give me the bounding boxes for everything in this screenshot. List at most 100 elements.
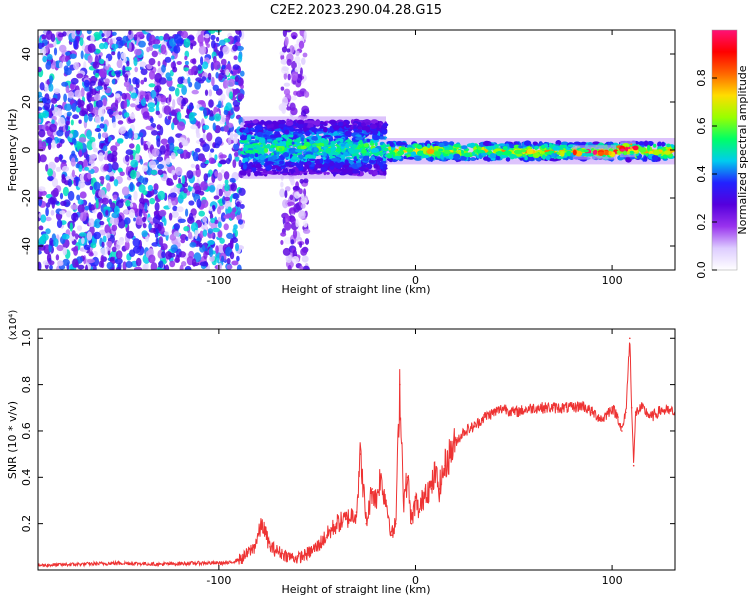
heatmap-cell: [379, 162, 384, 167]
heatmap-cell: [293, 134, 298, 139]
heatmap-cell: [132, 238, 141, 247]
heatmap-cell: [109, 175, 115, 182]
heatmap-cell: [124, 217, 131, 225]
heatmap-cell: [95, 99, 103, 108]
heatmap-cell: [314, 153, 318, 157]
heatmap-cell: [108, 198, 113, 205]
heatmap-cell: [210, 148, 215, 153]
heatmap-cell: [56, 244, 64, 252]
heatmap-cell: [266, 170, 274, 175]
heatmap-cell: [370, 140, 374, 144]
heatmap-cell: [379, 151, 383, 157]
heatmap-cell: [199, 106, 205, 111]
heatmap-cell: [149, 117, 154, 124]
heatmap-cell: [57, 260, 64, 267]
heatmap-cell: [173, 231, 180, 237]
heatmap-cell: [176, 148, 184, 154]
heatmap-cell: [198, 45, 207, 55]
heatmap-cell: [285, 186, 291, 192]
snr-series: [38, 337, 675, 569]
heatmap-cell: [121, 92, 127, 100]
heatmap-cell: [208, 116, 215, 121]
heatmap-cell: [300, 137, 305, 142]
heatmap-cell: [169, 69, 174, 77]
heatmap-cell: [115, 114, 122, 120]
heatmap-cell: [282, 172, 288, 176]
heatmap-cell: [62, 258, 70, 266]
heatmap-cell: [314, 158, 322, 165]
snr-line: [38, 342, 675, 569]
heatmap-cell: [639, 147, 647, 153]
heatmap-cell: [92, 264, 97, 270]
heatmap-cell: [188, 231, 193, 240]
heatmap-cell: [122, 261, 127, 270]
heatmap-cell: [111, 51, 116, 56]
heatmap-cell: [103, 163, 110, 171]
heatmap-cell: [280, 181, 284, 188]
heatmap-cell: [231, 260, 239, 266]
heatmap-cell: [154, 232, 159, 238]
heatmap-cell: [119, 198, 124, 203]
heatmap-cell: [56, 143, 61, 149]
heatmap-cell: [185, 236, 189, 241]
heatmap-cell: [217, 206, 222, 215]
heatmap-cell: [128, 208, 135, 219]
heatmap-cell: [51, 97, 58, 104]
heatmap-cell: [202, 229, 208, 237]
heatmap-cell: [256, 131, 263, 137]
heatmap-cell: [117, 262, 122, 270]
heatmap-cell: [183, 226, 190, 232]
heatmap-cell: [361, 148, 367, 155]
heatmap-cell: [509, 153, 516, 160]
heatmap-cell: [400, 142, 407, 146]
heatmap-cell: [207, 72, 212, 81]
heatmap-cell: [45, 228, 51, 235]
heatmap-cell: [39, 47, 47, 56]
snr-frame: [37, 328, 676, 571]
heatmap-cell: [141, 165, 149, 172]
heatmap-cell: [150, 169, 158, 176]
heatmap-cell: [53, 88, 61, 94]
heatmap-cell: [168, 212, 173, 221]
heatmap-cell: [340, 154, 346, 160]
heatmap-cell: [426, 148, 435, 154]
heatmap-cell: [71, 230, 76, 237]
snr-point: [444, 464, 446, 467]
heatmap-cell: [359, 139, 363, 145]
heatmap-cell: [210, 217, 216, 224]
heatmap-cell: [291, 60, 297, 70]
heatmap-cell: [229, 240, 234, 249]
heatmap-cell: [218, 188, 224, 197]
y-tick-label: 0.2: [20, 515, 33, 533]
snr-point: [385, 499, 387, 502]
heatmap-cell: [265, 165, 272, 171]
snr-point: [395, 522, 397, 525]
heatmap-cell: [257, 171, 262, 176]
heatmap-cell: [168, 94, 172, 103]
heatmap-cell: [93, 106, 99, 115]
heatmap-cell: [562, 157, 568, 160]
heatmap-cell: [238, 78, 244, 86]
snr-point: [345, 518, 348, 520]
heatmap-cell: [148, 160, 157, 169]
heatmap-cell: [406, 147, 414, 153]
heatmap-cell: [242, 146, 248, 152]
heatmap-cell: [71, 103, 77, 112]
heatmap-cell: [426, 143, 431, 148]
heatmap-cell: [307, 122, 314, 129]
heatmap-cell: [244, 120, 252, 124]
heatmap-cell: [287, 73, 291, 81]
heatmap-cell: [75, 233, 79, 240]
heatmap-cell: [130, 103, 136, 108]
heatmap-cell: [134, 66, 138, 73]
heatmap-cell: [91, 88, 97, 96]
heatmap-cell: [239, 204, 245, 209]
heatmap-cell: [72, 258, 79, 269]
heatmap-cell: [99, 42, 105, 50]
heatmap-cell: [523, 140, 532, 146]
heatmap-cell: [268, 148, 275, 152]
heatmap-cell: [382, 123, 389, 127]
heatmap-cell: [130, 92, 138, 99]
heatmap-cell: [151, 147, 160, 157]
heatmap-cell: [123, 209, 129, 215]
